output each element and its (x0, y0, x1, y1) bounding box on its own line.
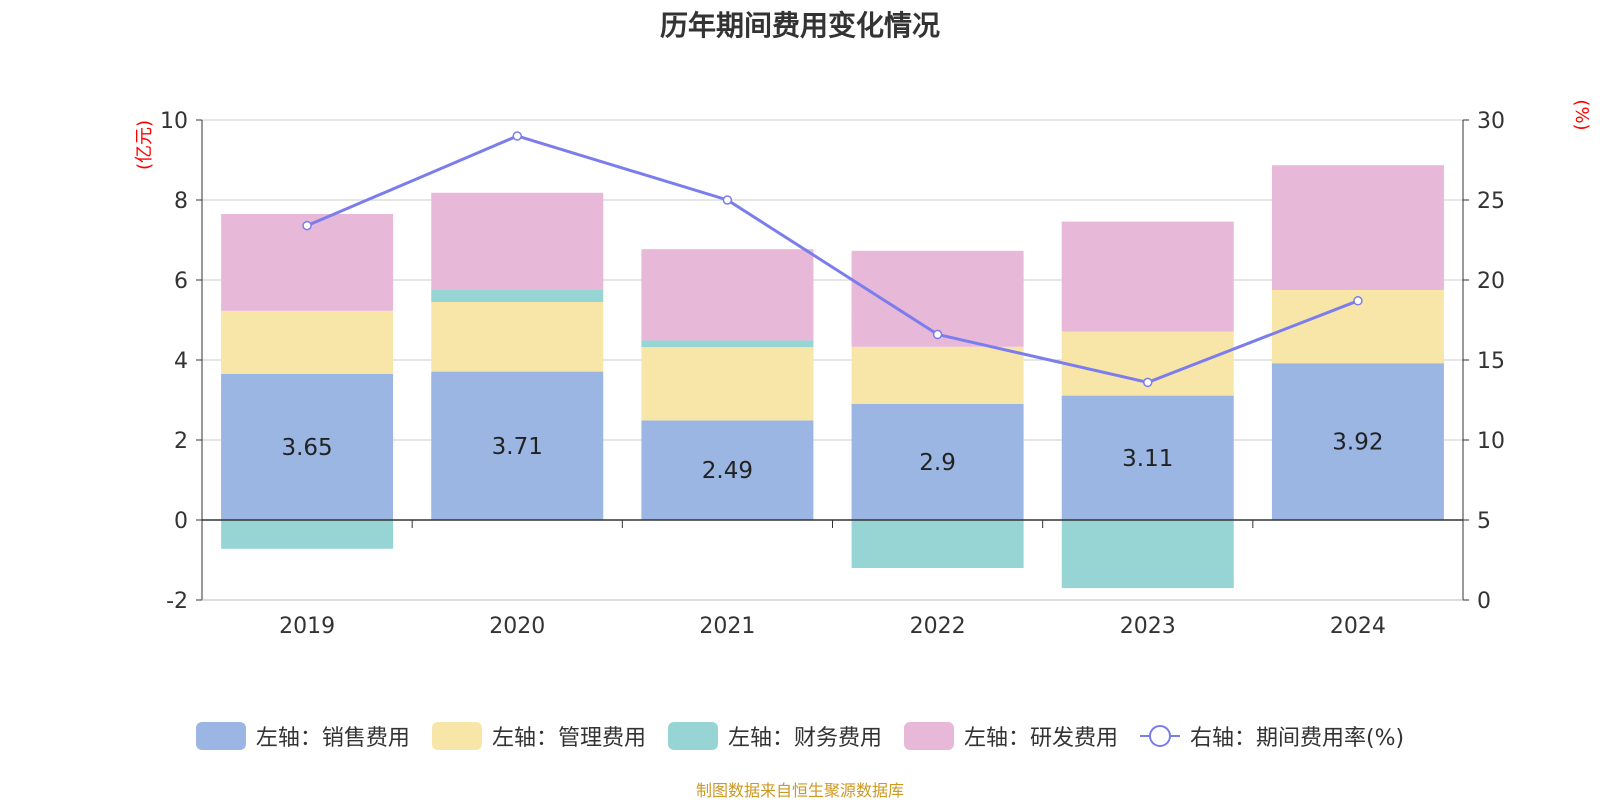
bar-2020-series-3 (431, 192, 604, 290)
rate-line-path (306, 134, 1359, 384)
bar-value-label: 2.49 (702, 458, 753, 484)
left-axis-unit: (亿元) (134, 120, 155, 170)
legend-label-admin: 左轴：管理费用 (491, 726, 646, 751)
legend-label-rate: 右轴：期间费用率(%) (1189, 726, 1405, 751)
bar-2020-series-1 (431, 302, 604, 372)
legend-label-sales: 左轴：销售费用 (255, 726, 410, 751)
bar-value-label: 3.71 (492, 434, 543, 460)
bar-2023-series-2 (1061, 520, 1234, 588)
legend-item-finance[interactable]: 左轴：财务费用 (667, 720, 882, 752)
right-axis-tick-label: 15 (1477, 349, 1505, 374)
bar-2022-series-1 (851, 346, 1024, 404)
legend-swatch-rd (903, 722, 954, 750)
legend-swatch-admin (431, 722, 482, 750)
bar-2024-series-2 (1271, 289, 1444, 290)
rate-point-2022 (932, 329, 943, 340)
axes: -2 0 2 4 6 8 10 0 5 10 15 20 25 30 (亿元) (%) 2019 2020 2021… (134, 99, 1592, 639)
x-axis-tick-label: 2024 (1330, 614, 1386, 639)
right-axis-tick-label: 20 (1477, 269, 1505, 294)
bar-2019-series-0 (221, 374, 394, 520)
x-axis-tick-label: 2023 (1120, 614, 1176, 639)
bar-value-label: 3.92 (1332, 430, 1383, 456)
left-axis-tick-label: 10 (160, 109, 188, 134)
rate-point-2024 (1353, 296, 1363, 306)
bar-2024-series-3 (1271, 165, 1444, 290)
bar-value-label: 3.65 (281, 435, 332, 461)
rate-line (302, 131, 1363, 388)
left-axis-tick-label: 8 (174, 189, 188, 214)
x-axis-tick-label: 2022 (910, 614, 966, 639)
bar-value-label: 3.11 (1122, 446, 1173, 472)
left-axis-tick-label: -2 (166, 589, 188, 614)
legend-item-admin[interactable]: 左轴：管理费用 (431, 720, 646, 752)
rate-point-2020 (512, 131, 522, 141)
legend: 左轴：销售费用 左轴：管理费用 左轴：财务费用 左轴：研发费用 右轴：期间费用率… (0, 720, 1600, 752)
bar-2021-series-0 (641, 420, 814, 520)
legend-item-sales[interactable]: 左轴：销售费用 (195, 720, 410, 752)
legend-item-rd[interactable]: 左轴：研发费用 (903, 720, 1118, 752)
bar-2022-series-2 (851, 520, 1024, 568)
legend-swatch-sales (195, 722, 246, 750)
bar-2020-series-2 (431, 289, 604, 302)
bar-2023-series-0 (1061, 395, 1234, 520)
left-axis-tick-label: 0 (174, 509, 188, 534)
bar-2022-series-0 (851, 404, 1024, 520)
bar-2021-series-3 (641, 249, 814, 341)
legend-item-rate[interactable]: 右轴：期间费用率(%) (1139, 720, 1405, 752)
right-axis-tick-label: 0 (1477, 589, 1491, 614)
x-axis-tick-label: 2020 (489, 614, 545, 639)
bar-2021-series-2 (641, 340, 814, 348)
x-axis-tick-label: 2019 (279, 614, 335, 639)
bar-value-label: 2.9 (919, 450, 956, 476)
rate-point-2021 (722, 195, 733, 205)
legend-swatch-finance (667, 722, 718, 750)
source-note: 制图数据来自恒生聚源数据库 (695, 781, 904, 800)
right-axis-tick-label: 10 (1477, 429, 1505, 454)
x-axis-tick-label: 2021 (699, 614, 755, 639)
bar-2019-series-2 (221, 520, 394, 549)
bar-2023-series-3 (1061, 221, 1234, 332)
legend-label-rd: 左轴：研发费用 (963, 726, 1118, 751)
bar-2019-series-1 (221, 310, 394, 374)
rate-point-2023 (1143, 377, 1153, 388)
right-axis-tick-label: 30 (1477, 109, 1505, 134)
bar-2024-series-0 (1271, 363, 1444, 520)
right-axis-tick-label: 25 (1477, 189, 1505, 214)
data-labels: 3.65 3.71 2.49 2.9 3.11 3.92 (281, 430, 1383, 485)
left-axis-tick-label: 6 (174, 269, 188, 294)
right-axis-unit: (%) (1571, 99, 1592, 130)
legend-line-marker-icon (1139, 725, 1180, 747)
right-axis-tick-label: 5 (1477, 509, 1491, 534)
rate-point-2019 (302, 220, 312, 231)
bar-2021-series-1 (641, 347, 814, 421)
legend-label-finance: 左轴：财务费用 (727, 726, 882, 751)
left-axis-tick-label: 4 (174, 349, 188, 374)
left-axis-tick-label: 2 (174, 429, 188, 454)
bar-2020-series-0 (431, 371, 604, 520)
chart-title: 历年期间费用变化情况 (659, 9, 940, 42)
